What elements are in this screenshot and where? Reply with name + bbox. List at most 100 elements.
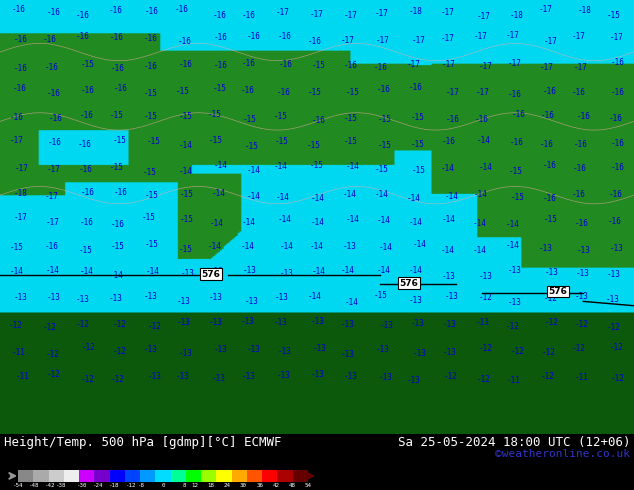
Text: -12: -12	[42, 323, 56, 332]
Text: -15: -15	[208, 110, 222, 119]
Text: -14: -14	[441, 245, 455, 255]
Text: -14: -14	[346, 215, 360, 224]
Text: -14: -14	[312, 267, 325, 276]
Text: 24: 24	[224, 483, 231, 488]
Text: -16: -16	[213, 10, 227, 20]
Text: 42: 42	[272, 483, 280, 488]
Text: -11: -11	[507, 376, 521, 385]
Text: -14: -14	[379, 244, 393, 252]
Text: -12: -12	[545, 318, 559, 327]
Text: -15: -15	[144, 112, 158, 121]
Text: -14: -14	[409, 219, 423, 227]
Text: -14: -14	[406, 194, 420, 203]
Text: -16: -16	[507, 90, 521, 99]
Text: -13: -13	[247, 345, 261, 354]
Text: -17: -17	[476, 88, 489, 97]
Text: -15: -15	[143, 168, 157, 177]
Text: -16: -16	[10, 113, 23, 122]
Text: -17: -17	[340, 36, 354, 45]
Text: -17: -17	[441, 8, 455, 18]
Text: -14: -14	[146, 267, 160, 275]
Text: -15: -15	[411, 166, 425, 175]
Text: -14: -14	[346, 162, 360, 171]
Text: -13: -13	[209, 293, 223, 302]
Text: -16: -16	[178, 37, 192, 46]
Text: -16: -16	[111, 220, 125, 229]
Text: -14: -14	[412, 240, 426, 249]
Text: -14: -14	[311, 218, 325, 227]
Text: -12: -12	[81, 374, 94, 384]
Text: -16: -16	[242, 59, 256, 68]
Text: -15: -15	[110, 242, 124, 251]
Text: -13: -13	[242, 371, 256, 381]
Text: 54: 54	[304, 483, 311, 488]
Text: -17: -17	[375, 36, 389, 45]
Text: -15: -15	[344, 137, 358, 147]
Text: -17: -17	[13, 213, 27, 222]
Text: -14: -14	[46, 266, 60, 275]
Text: -13: -13	[577, 246, 591, 255]
Text: -13: -13	[75, 295, 89, 304]
Text: -16: -16	[475, 115, 488, 124]
Text: -14: -14	[247, 166, 261, 174]
Text: -13: -13	[176, 318, 190, 327]
Text: -16: -16	[44, 63, 58, 72]
Bar	[293, 470, 308, 482]
Text: -16: -16	[512, 110, 526, 119]
Text: -14: -14	[375, 190, 389, 199]
Text: -13: -13	[310, 370, 324, 379]
Text: -14: -14	[444, 192, 458, 200]
Text: -15: -15	[110, 111, 124, 120]
Bar	[231, 470, 247, 482]
Text: -14: -14	[311, 194, 325, 203]
Bar	[262, 470, 278, 482]
Text: -13: -13	[144, 292, 158, 301]
Text: -17: -17	[446, 88, 459, 98]
Text: 36: 36	[256, 483, 263, 488]
Text: -12: -12	[611, 374, 624, 383]
Text: -15: -15	[377, 115, 391, 124]
Text: -13: -13	[476, 318, 490, 327]
Text: -16: -16	[540, 112, 554, 121]
Text: -48: -48	[29, 483, 39, 488]
Text: -13: -13	[313, 344, 327, 353]
Text: -13: -13	[442, 320, 456, 329]
Bar	[110, 470, 125, 482]
Text: -12: -12	[543, 294, 557, 303]
Text: -15: -15	[243, 115, 257, 124]
Text: -16: -16	[47, 8, 60, 17]
Text: -18: -18	[13, 189, 27, 198]
Bar	[186, 470, 201, 482]
Text: -17: -17	[10, 136, 23, 145]
Text: ©weatheronline.co.uk: ©weatheronline.co.uk	[495, 449, 630, 459]
Text: -17: -17	[478, 62, 492, 71]
Text: -12: -12	[511, 347, 525, 356]
Text: -16: -16	[573, 140, 587, 149]
Text: -17: -17	[411, 35, 425, 45]
Text: -15: -15	[509, 168, 523, 176]
Text: -16: -16	[81, 86, 94, 95]
Text: -17: -17	[15, 164, 29, 172]
Text: -16: -16	[47, 89, 61, 98]
Text: -16: -16	[247, 32, 261, 41]
Text: -15: -15	[145, 191, 158, 199]
Text: -16: -16	[214, 33, 228, 42]
Text: -18: -18	[110, 483, 120, 488]
Text: -13: -13	[407, 376, 421, 385]
Text: -54: -54	[13, 483, 23, 488]
Bar	[201, 470, 216, 482]
Text: -14: -14	[506, 242, 520, 250]
Text: -14: -14	[442, 215, 455, 224]
Text: -13: -13	[508, 266, 521, 274]
Text: -15: -15	[309, 161, 323, 171]
Text: -13: -13	[410, 319, 424, 328]
Text: -17: -17	[609, 33, 623, 42]
Text: -17: -17	[572, 32, 586, 41]
Text: -13: -13	[413, 349, 426, 358]
Text: -15: -15	[307, 141, 321, 150]
Text: -15: -15	[544, 215, 558, 224]
Text: -17: -17	[309, 10, 323, 19]
Text: -15: -15	[245, 142, 259, 151]
Text: -16: -16	[577, 112, 591, 121]
Bar	[140, 470, 155, 482]
